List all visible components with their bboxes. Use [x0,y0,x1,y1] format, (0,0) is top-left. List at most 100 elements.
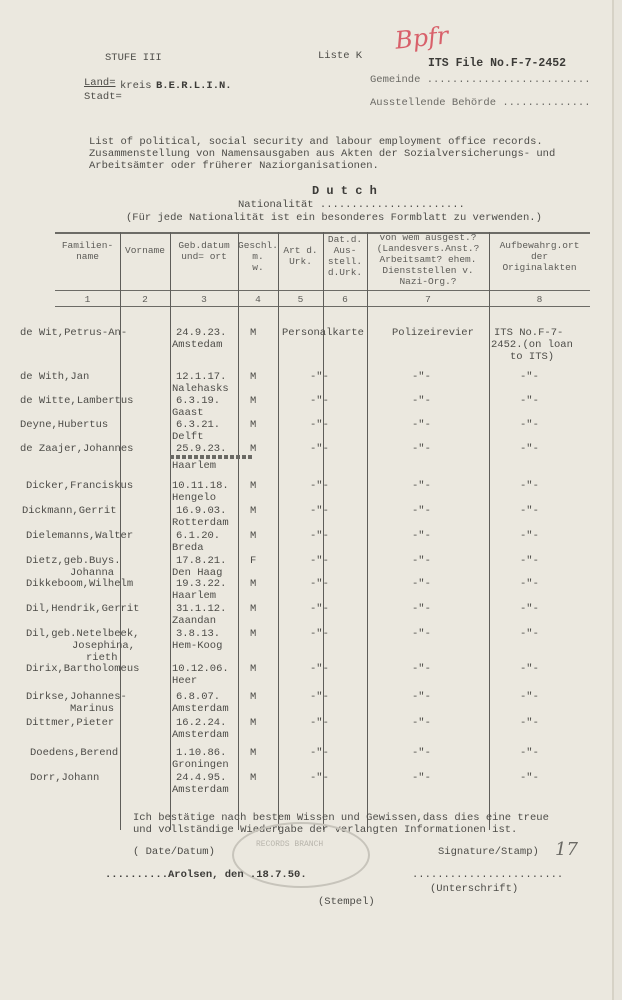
row-sex: M [250,603,257,615]
struck-out-text [170,455,254,459]
row-birth-place: Nalehasks [172,383,229,395]
row-document-type: -"- [310,628,329,640]
row-birth-place: Zaandan [172,615,217,627]
office-stamp: RECORDS BRANCH [232,822,370,888]
row-birth-place: Haarlem [172,590,217,602]
row-sex: M [250,691,257,703]
row-birth-place: Heer [172,675,198,687]
column-number: 6 [342,294,348,305]
kreis-label: kreis [120,80,152,92]
column-header: Aufbewahrg.ort der Originalakten [499,240,580,273]
gemeinde-field: Gemeinde .......................... [370,74,591,86]
column-divider [238,232,239,830]
table-rule [55,306,590,307]
row-sex: M [250,419,257,431]
row-document-type: -"- [310,505,329,517]
row-name: Dirix,Bartholomeus [26,663,140,675]
row-issuer: -"- [412,578,431,590]
row-archive-location: 2452.(on loan [491,339,573,351]
row-issuer: -"- [412,628,431,640]
row-archive-location: -"- [520,480,539,492]
row-archive-location: -"- [520,578,539,590]
row-archive-location: -"- [520,603,539,615]
handwritten-count: 17 [555,839,578,860]
row-name: de Witte,Lambertus [20,395,134,407]
column-number: 2 [142,294,148,305]
intro-line-2: Zusammenstellung von Namensausgaben aus … [89,148,556,160]
row-archive-location: to ITS) [510,351,555,363]
row-issuer: -"- [412,480,431,492]
row-issuer: -"- [412,371,431,383]
row-birth-place: Amstedam [172,339,223,351]
column-header: Geschl. m. w. [238,240,278,273]
row-archive-location: -"- [520,772,539,784]
nationality-note: (Für jede Nationalität ist ein besondere… [126,212,542,224]
stamp-text: RECORDS BRANCH [256,840,324,849]
row-birth-date: 19.3.22. [176,578,227,590]
signature-label: Signature/Stamp) [438,846,539,858]
column-divider [120,232,121,830]
intro-line-1: List of political, social security and l… [89,136,543,148]
row-issuer: Polizeirevier [392,327,474,339]
column-divider [170,232,171,830]
row-sex: M [250,628,257,640]
row-birth-date: 6.3.19. [176,395,221,407]
row-name: Marinus [70,703,115,715]
row-issuer: -"- [412,505,431,517]
row-archive-location: -"- [520,691,539,703]
row-name: Josephina, [72,640,136,652]
row-document-type: -"- [310,530,329,542]
row-birth-place: Hem-Koog [172,640,223,652]
row-sex: M [250,578,257,590]
row-name: Dorr,Johann [30,772,100,784]
row-document-type: -"- [310,371,329,383]
row-name: de Zaajer,Johannes [20,443,134,455]
row-issuer: -"- [412,663,431,675]
kreis-value: B.E.R.L.I.N. [156,80,232,92]
row-issuer: -"- [412,717,431,729]
row-name: rieth [86,652,118,664]
row-birth-date: 31.1.12. [176,603,227,615]
place-and-date: ..........Arolsen, den .18.7.50. [105,869,307,881]
row-document-type: -"- [310,443,329,455]
stufe-label: STUFE III [105,52,162,64]
row-birth-place: Groningen [172,759,229,771]
row-name: Johanna [70,567,115,579]
column-divider [367,232,368,830]
row-sex: M [250,530,257,542]
column-number: 7 [425,294,431,305]
row-sex: M [250,772,257,784]
row-sex: M [250,327,257,339]
column-number: 8 [536,294,543,305]
row-sex: M [250,663,257,675]
row-birth-date: 16.9.03. [176,505,227,517]
row-sex: F [250,555,257,567]
row-birth-place: Delft [172,431,204,443]
row-name: de With,Jan [20,371,90,383]
row-sex: M [250,480,257,492]
row-sex: M [250,717,257,729]
row-birth-date: 24.9.23. [176,327,227,339]
row-archive-location: -"- [520,663,539,675]
row-document-type: Personalkarte [282,327,364,339]
row-birth-date: 10.12.06. [172,663,229,675]
column-divider [323,232,324,830]
handwritten-mark: Bpfr [393,21,450,55]
row-birth-place: Breda [172,542,204,554]
row-archive-location: -"- [520,530,539,542]
row-birth-date: 6.1.20. [176,530,221,542]
row-sex: M [250,747,257,759]
row-archive-location: -"- [520,717,539,729]
row-name: Doedens,Berend [30,747,119,759]
row-document-type: -"- [310,395,329,407]
row-name: Dielemanns,Walter [26,530,134,542]
row-birth-place: Hengelo [172,492,217,504]
row-document-type: -"- [310,747,329,759]
row-document-type: -"- [310,480,329,492]
row-name: Dittmer,Pieter [26,717,115,729]
row-document-type: -"- [310,555,329,567]
column-number: 5 [297,294,304,305]
row-document-type: -"- [310,603,329,615]
row-archive-location: ITS No.F-7- [494,327,564,339]
row-sex: M [250,505,257,517]
